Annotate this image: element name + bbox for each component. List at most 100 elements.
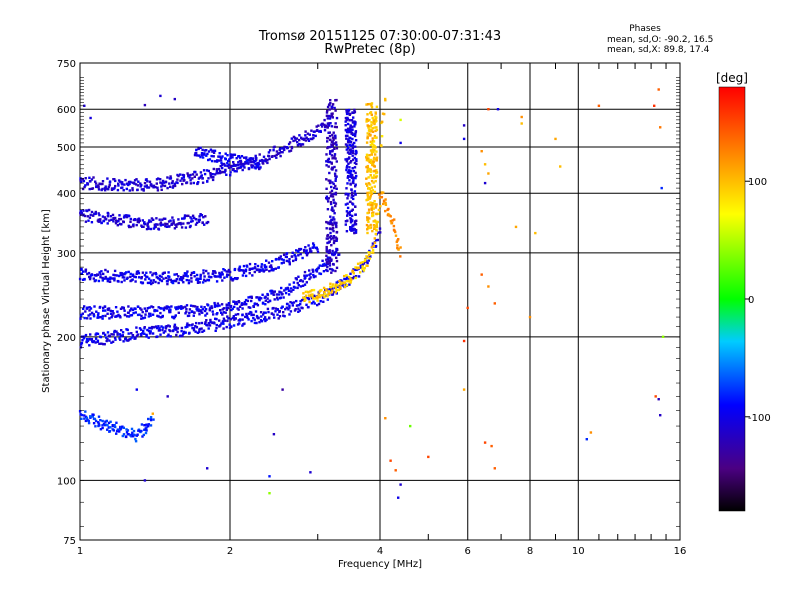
data-point	[330, 125, 334, 128]
data-point	[270, 312, 274, 315]
data-point	[101, 180, 105, 183]
data-point	[325, 153, 328, 156]
data-point	[534, 231, 537, 235]
data-point	[185, 181, 189, 184]
data-point	[294, 255, 297, 258]
data-point	[346, 144, 349, 147]
data-point	[143, 326, 146, 329]
x-axis-ticks: 1 2 4 6 8 10 16	[77, 63, 686, 557]
data-point	[208, 324, 212, 327]
data-point	[368, 226, 371, 230]
data-point	[331, 103, 335, 106]
data-point	[327, 257, 330, 261]
data-point	[328, 108, 331, 111]
data-point	[329, 289, 333, 292]
data-point	[349, 148, 352, 151]
data-point	[355, 275, 358, 278]
data-point	[307, 139, 311, 142]
data-point	[127, 180, 131, 184]
data-point	[164, 276, 168, 280]
data-point	[166, 176, 169, 179]
data-point	[466, 306, 469, 310]
data-point	[150, 217, 154, 220]
data-point	[149, 330, 152, 333]
data-point	[303, 249, 306, 253]
data-point	[490, 444, 493, 448]
data-point	[133, 433, 136, 437]
data-point	[333, 125, 337, 129]
data-point	[251, 267, 254, 270]
data-point	[110, 188, 114, 191]
data-point	[116, 188, 120, 192]
data-point	[254, 263, 257, 266]
data-point	[380, 144, 383, 148]
data-point	[289, 149, 293, 152]
data-point	[266, 307, 270, 311]
data-point	[184, 326, 187, 329]
data-point	[487, 108, 490, 111]
data-point	[220, 161, 223, 165]
data-point	[137, 270, 140, 273]
data-point	[276, 308, 279, 311]
data-point	[354, 171, 357, 175]
data-point	[164, 330, 167, 333]
data-point	[113, 277, 116, 280]
colorbar-gradient	[718, 86, 746, 512]
data-point	[326, 126, 329, 129]
data-point	[335, 239, 338, 242]
data-point	[303, 296, 306, 300]
data-point	[115, 429, 119, 433]
data-point	[102, 342, 105, 346]
data-point	[186, 322, 189, 325]
data-point	[334, 109, 337, 112]
data-point	[153, 226, 156, 229]
data-point	[345, 109, 348, 112]
data-point	[159, 278, 162, 282]
data-point	[196, 305, 199, 309]
data-point	[325, 164, 328, 167]
data-point	[328, 222, 332, 226]
data-point	[158, 218, 161, 221]
data-point	[161, 328, 164, 332]
data-point	[147, 220, 151, 224]
data-point	[299, 247, 303, 251]
data-point	[121, 425, 124, 428]
data-point	[147, 423, 150, 426]
data-point	[198, 215, 201, 218]
data-point	[213, 160, 217, 163]
data-point	[144, 278, 147, 281]
data-point	[335, 230, 339, 234]
data-point	[258, 159, 262, 162]
data-point	[122, 220, 125, 223]
data-point	[344, 124, 347, 127]
data-point	[337, 288, 341, 292]
data-point	[288, 306, 291, 309]
data-point	[191, 219, 194, 223]
data-point	[159, 311, 162, 315]
data-point	[280, 286, 283, 290]
data-point	[154, 185, 157, 189]
data-point	[366, 164, 369, 168]
data-point	[353, 221, 357, 224]
data-point	[365, 182, 368, 186]
data-point	[370, 251, 373, 254]
data-point	[121, 434, 124, 438]
data-point	[88, 216, 92, 219]
data-point	[260, 263, 264, 266]
data-point	[312, 244, 316, 247]
data-point	[80, 413, 84, 417]
data-point	[98, 213, 101, 217]
data-point	[255, 296, 258, 299]
data-point	[335, 98, 338, 102]
data-point	[275, 257, 278, 261]
data-point	[80, 343, 83, 346]
data-point	[329, 122, 332, 125]
data-point	[332, 209, 335, 212]
data-point	[279, 151, 283, 154]
data-point	[462, 124, 466, 127]
data-point	[313, 297, 317, 300]
data-point	[169, 177, 173, 180]
data-point	[315, 125, 318, 128]
data-point	[222, 327, 225, 330]
data-point	[370, 186, 373, 189]
